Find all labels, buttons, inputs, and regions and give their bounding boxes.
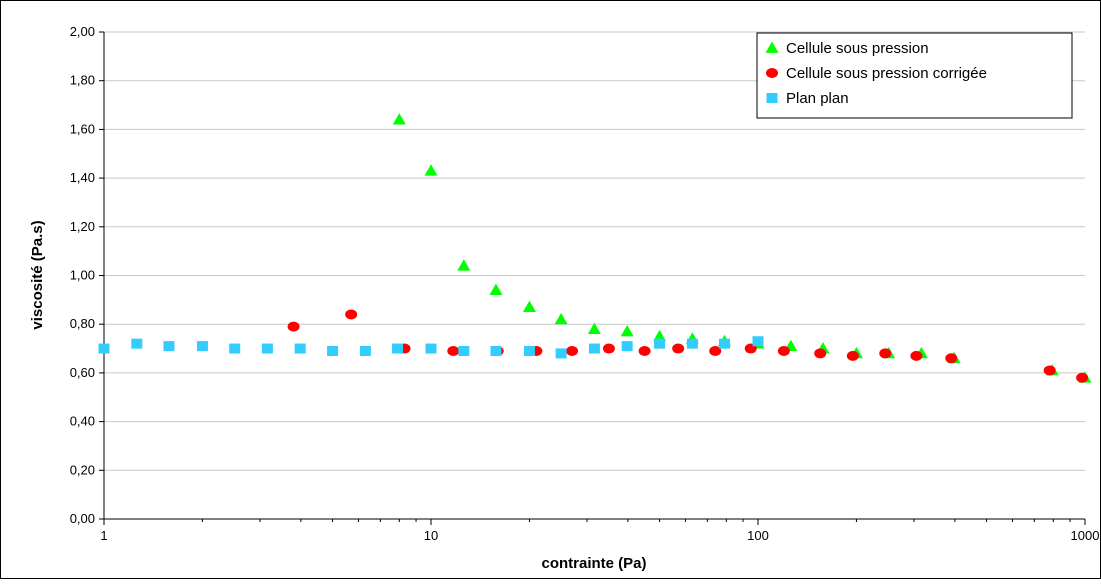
data-point-square (490, 346, 501, 356)
data-point-square (654, 339, 665, 349)
y-axis-title: viscosité (Pa.s) (29, 220, 46, 329)
data-point-square (262, 344, 273, 354)
data-point-circle (945, 353, 957, 363)
y-tick-label: 1,00 (70, 268, 95, 283)
data-point-circle (1044, 365, 1056, 375)
y-tick-label: 0,00 (70, 511, 95, 526)
data-point-square (229, 344, 240, 354)
data-point-circle (639, 346, 651, 356)
legend-label: Cellule sous pression (786, 40, 929, 57)
y-tick-label: 1,80 (70, 73, 95, 88)
data-point-square (327, 346, 338, 356)
data-point-circle (814, 348, 826, 358)
y-tick-label: 0,40 (70, 414, 95, 429)
legend-label: Cellule sous pression corrigée (786, 65, 987, 82)
data-point-square (556, 348, 567, 358)
data-point-square (197, 341, 208, 351)
data-point-circle (288, 322, 300, 332)
x-tick-label: 100 (747, 528, 769, 543)
data-point-circle (603, 344, 615, 354)
data-point-square (622, 341, 633, 351)
y-tick-label: 0,20 (70, 462, 95, 477)
x-axis-title: contrainte (Pa) (541, 555, 646, 572)
data-point-square (458, 346, 469, 356)
data-point-square (295, 344, 306, 354)
data-point-square (589, 344, 600, 354)
legend-label: Plan plan (786, 90, 849, 107)
y-tick-label: 0,60 (70, 365, 95, 380)
data-point-circle (1076, 373, 1088, 383)
y-tick-label: 0,80 (70, 316, 95, 331)
data-point-square (426, 344, 437, 354)
data-point-square (99, 344, 110, 354)
data-point-circle (447, 346, 459, 356)
y-tick-label: 1,60 (70, 121, 95, 136)
y-tick-label: 1,40 (70, 170, 95, 185)
data-point-circle (879, 348, 891, 358)
legend: Cellule sous pression Cellule sous pressi… (757, 33, 1072, 118)
data-point-circle (672, 344, 684, 354)
data-point-square (719, 339, 730, 349)
data-point-square (753, 336, 764, 346)
data-point-circle (345, 309, 357, 319)
data-point-square (131, 339, 142, 349)
legend-marker-circle (766, 68, 778, 78)
y-tick-label: 1,20 (70, 219, 95, 234)
data-point-square (392, 344, 403, 354)
x-tick-label: 10 (424, 528, 438, 543)
data-point-square (360, 346, 371, 356)
x-tick-label: 1 (100, 528, 107, 543)
x-tick-label: 1000 (1071, 528, 1100, 543)
y-tick-label: 2,00 (70, 24, 95, 39)
data-point-circle (566, 346, 578, 356)
data-point-square (163, 341, 174, 351)
data-point-square (524, 346, 535, 356)
data-point-circle (910, 351, 922, 361)
data-point-circle (778, 346, 790, 356)
data-point-circle (847, 351, 859, 361)
legend-marker-square (767, 93, 778, 103)
data-point-square (687, 339, 698, 349)
